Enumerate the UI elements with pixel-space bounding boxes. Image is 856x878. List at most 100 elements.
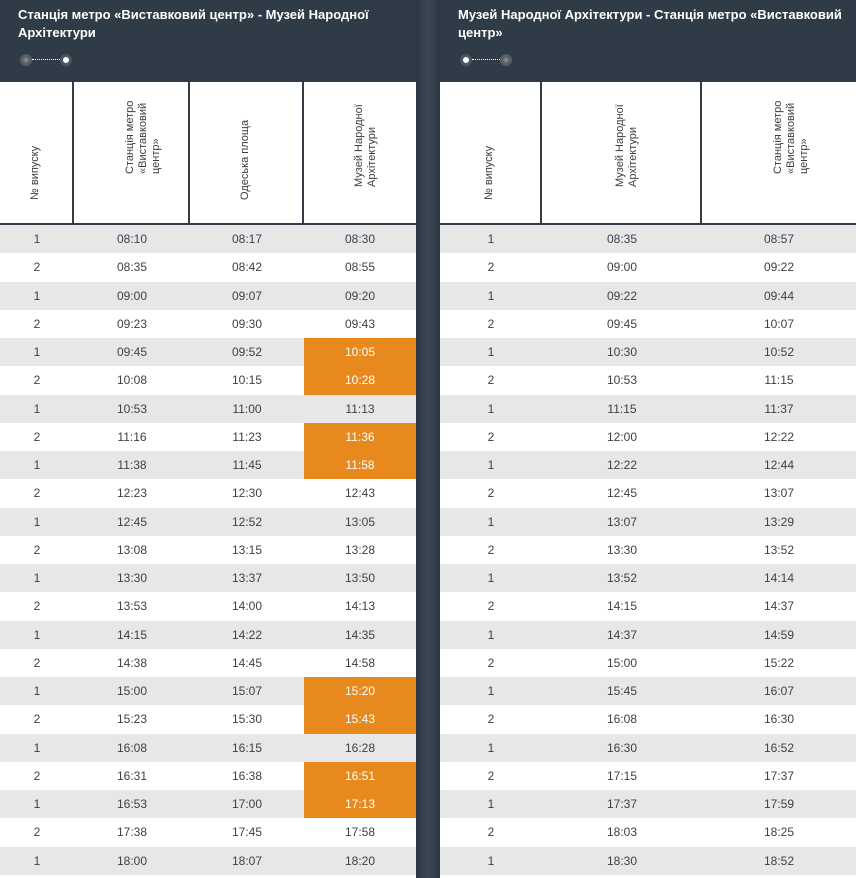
time-cell: 16:30: [763, 712, 795, 727]
time-cell: 13:05: [344, 514, 376, 529]
time-cell: 13:52: [763, 542, 795, 557]
time-cell: 18:52: [763, 853, 795, 868]
release-number-cell: 2: [487, 712, 495, 727]
route-start-dot-icon: [20, 54, 32, 66]
table-row: 1 13:30 13:37 13:50: [0, 564, 416, 593]
table-row: 1 15:00 15:07 15:20: [0, 677, 416, 706]
time-cell: 14:38: [116, 655, 148, 670]
table-row: 1 12:22 12:44: [440, 451, 856, 480]
release-number-cell: 2: [33, 260, 41, 275]
table-row: 1 13:07 13:29: [440, 507, 856, 536]
table-row: 2 13:53 14:00 14:13: [0, 592, 416, 621]
time-cell: 11:16: [117, 429, 147, 444]
time-cell: 10:28: [304, 366, 416, 395]
time-cell: 16:28: [344, 740, 376, 755]
time-cell: 11:38: [117, 458, 147, 473]
time-cell: 17:59: [763, 797, 795, 812]
time-cell: 11:58: [304, 451, 416, 480]
table-row: 1 17:37 17:59: [440, 790, 856, 819]
time-cell: 09:23: [116, 316, 148, 331]
column-header-label: № випуску: [29, 145, 41, 200]
time-cell: 13:29: [763, 514, 795, 529]
release-number-cell: 1: [487, 740, 495, 755]
time-cell: 15:00: [116, 684, 148, 699]
release-number-cell: 2: [33, 655, 41, 670]
release-number-cell: 1: [487, 288, 495, 303]
time-cell: 16:38: [231, 768, 263, 783]
time-cell: 12:43: [344, 486, 376, 501]
time-cell: 14:59: [763, 627, 795, 642]
time-cell: 14:58: [344, 655, 376, 670]
table-row: 1 12:45 12:52 13:05: [0, 507, 416, 536]
time-cell: 12:44: [763, 458, 795, 473]
route-direction-indicator: [460, 54, 514, 66]
time-cell: 13:50: [344, 571, 376, 586]
table-row: 1 09:45 09:52 10:05: [0, 338, 416, 367]
route-title: Музей Народної Архітектури - Станція мет…: [458, 7, 842, 40]
release-number-cell: 1: [33, 345, 41, 360]
column-header: Станція метро «Виставковий центр»: [74, 82, 190, 223]
table-row: 2 11:16 11:23 11:36: [0, 422, 416, 451]
time-cell: 09:00: [606, 260, 638, 275]
time-cell: 12:00: [606, 429, 638, 444]
table-row: 2 13:30 13:52: [440, 535, 856, 564]
time-cell: 13:08: [116, 542, 148, 557]
table-row: 1 13:52 14:14: [440, 564, 856, 593]
table-row: 2 08:35 08:42 08:55: [0, 253, 416, 282]
time-cell: 12:30: [231, 486, 263, 501]
time-cell: 13:53: [116, 599, 148, 614]
time-cell: 09:22: [606, 288, 638, 303]
release-number-cell: 1: [33, 571, 41, 586]
time-cell: 08:35: [606, 232, 638, 247]
time-cell: 09:52: [231, 345, 263, 360]
release-number-cell: 1: [487, 401, 495, 416]
column-header: Одеська площа: [190, 82, 304, 223]
release-number-cell: 2: [33, 825, 41, 840]
time-cell: 10:53: [606, 373, 638, 388]
release-number-cell: 1: [33, 288, 41, 303]
time-cell: 09:30: [231, 316, 263, 331]
route-dotted-line: [32, 59, 62, 60]
table-row: 2 09:23 09:30 09:43: [0, 309, 416, 338]
time-cell: 16:08: [606, 712, 638, 727]
time-cell: 08:42: [231, 260, 263, 275]
time-cell: 09:45: [116, 345, 148, 360]
table-row: 2 13:08 13:15 13:28: [0, 535, 416, 564]
release-number-cell: 2: [487, 429, 495, 444]
release-number-cell: 2: [33, 712, 41, 727]
table-row: 1 10:30 10:52: [440, 338, 856, 367]
release-number-cell: 2: [487, 655, 495, 670]
release-number-cell: 1: [33, 853, 41, 868]
release-number-cell: 1: [33, 232, 41, 247]
time-cell: 16:53: [116, 797, 148, 812]
panel-header: Музей Народної Архітектури - Станція мет…: [440, 0, 856, 82]
time-cell: 14:15: [606, 599, 638, 614]
time-cell: 15:20: [304, 677, 416, 706]
time-cell: 13:30: [606, 542, 638, 557]
table-row: 1 15:45 16:07: [440, 677, 856, 706]
release-number-cell: 2: [33, 316, 41, 331]
time-cell: 17:37: [606, 797, 638, 812]
route-title: Станція метро «Виставковий центр» - Музе…: [18, 7, 369, 40]
release-number-cell: 2: [487, 542, 495, 557]
release-number-cell: 2: [487, 599, 495, 614]
column-header: Музей Народної Архітектури: [542, 82, 702, 223]
time-cell: 14:13: [344, 599, 376, 614]
time-cell: 16:07: [763, 684, 795, 699]
release-number-cell: 2: [487, 316, 495, 331]
time-cell: 09:20: [344, 288, 376, 303]
release-number-cell: 2: [33, 486, 41, 501]
column-header-label: № випуску: [483, 145, 495, 200]
table-row: 2 14:38 14:45 14:58: [0, 648, 416, 677]
time-cell: 11:13: [345, 401, 375, 416]
table-header: № випуску Станція метро «Виставковий цент…: [0, 82, 416, 225]
release-number-cell: 2: [487, 486, 495, 501]
release-number-cell: 1: [33, 514, 41, 529]
release-number-cell: 1: [487, 627, 495, 642]
release-number-cell: 2: [487, 768, 495, 783]
time-cell: 16:08: [116, 740, 148, 755]
route-dotted-line: [472, 59, 502, 60]
table-row: 2 14:15 14:37: [440, 592, 856, 621]
release-number-cell: 1: [487, 345, 495, 360]
table-row: 1 14:15 14:22 14:35: [0, 620, 416, 649]
